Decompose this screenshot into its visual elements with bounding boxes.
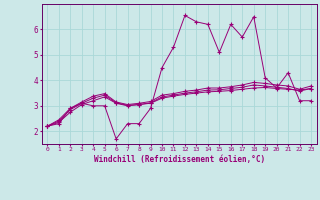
X-axis label: Windchill (Refroidissement éolien,°C): Windchill (Refroidissement éolien,°C) — [94, 155, 265, 164]
